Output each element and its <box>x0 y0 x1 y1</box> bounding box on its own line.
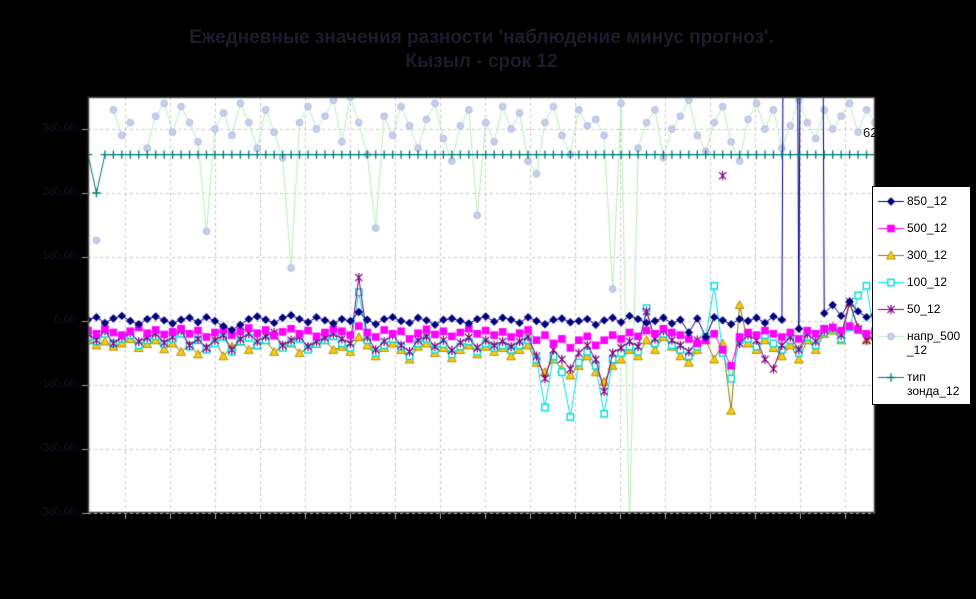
legend-item: 850_12 <box>877 194 968 208</box>
legend-item: 100_12 <box>877 275 968 289</box>
legend-item-label: тип зонда_12 <box>907 370 960 398</box>
plot-area-canvas <box>78 95 884 522</box>
value-annotation: 62 <box>863 125 878 140</box>
legend-marker-sample <box>877 249 905 262</box>
legend-item-label: 850_12 <box>907 194 948 208</box>
legend-item-label: 50_12 <box>907 302 941 316</box>
chart-title-line2: Кызыл - срок 12 <box>405 51 558 72</box>
legend-marker-sample <box>877 330 905 343</box>
chart-title-line1: Ежедневные значения разности 'наблюдение… <box>189 27 774 48</box>
y-axis-tick-label: 300,00 <box>42 122 76 134</box>
legend-item: 500_12 <box>877 221 968 235</box>
legend-item-label: 500_12 <box>907 221 948 235</box>
legend-marker-sample <box>877 371 905 384</box>
legend-marker-sample <box>877 222 905 235</box>
legend-item: 50_12 <box>877 302 968 316</box>
legend-item: тип зонда_12 <box>877 370 968 398</box>
y-axis-tick-label: 200,00 <box>42 186 76 198</box>
y-axis-tick-label: -200,00 <box>38 442 76 454</box>
legend: 850_12 500_12 300_12 100_12 50_12 напр_500 _1… <box>872 186 971 405</box>
y-axis-tick-label: 100,00 <box>42 250 76 262</box>
y-axis-tick-label: -300,00 <box>38 506 76 518</box>
legend-item: напр_500 _12 <box>877 329 968 357</box>
y-axis-tick-label: 0,00 <box>54 314 76 326</box>
legend-marker-sample <box>877 276 905 289</box>
legend-marker-sample <box>877 195 905 208</box>
y-axis-tick-label: -100,00 <box>38 378 76 390</box>
legend-item: 300_12 <box>877 248 968 262</box>
legend-item-label: напр_500 _12 <box>907 329 961 357</box>
legend-item-label: 100_12 <box>907 275 948 289</box>
legend-marker-sample <box>877 303 905 316</box>
legend-item-label: 300_12 <box>907 248 948 262</box>
